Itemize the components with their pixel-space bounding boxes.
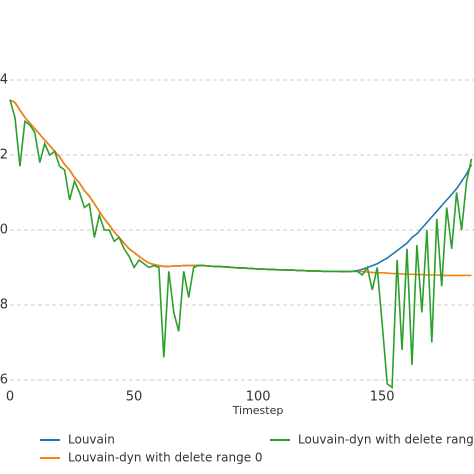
line — [9, 99, 472, 277]
x-tick-label: 100 — [246, 390, 271, 405]
line — [9, 99, 473, 273]
y-tick-label: 4 — [0, 73, 8, 88]
y-tick-label: 8 — [0, 298, 8, 313]
y-tick-label: 6 — [0, 373, 8, 388]
x-tick-label: 150 — [370, 390, 395, 405]
legend-label: Louvain-dyn with delete range 2 — [298, 433, 474, 447]
x-tick-label: 0 — [6, 390, 14, 405]
y-tick-label: 0 — [0, 223, 8, 238]
line — [9, 99, 473, 390]
legend-label: Louvain — [68, 433, 115, 447]
x-tick-label: 50 — [126, 390, 143, 405]
x-axis-label: Timestep — [232, 404, 284, 417]
y-tick-label: 2 — [0, 148, 8, 163]
legend-label: Louvain-dyn with delete range 0 — [68, 451, 263, 465]
